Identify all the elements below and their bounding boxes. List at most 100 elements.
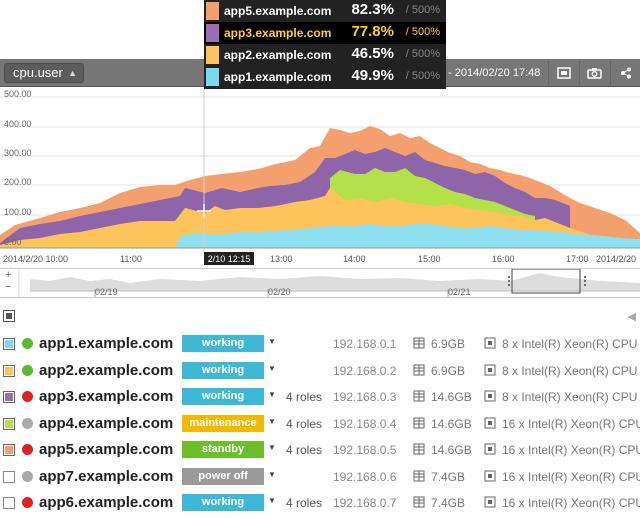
host-checkbox[interactable] [3,497,15,509]
status-badge[interactable]: working [182,361,264,379]
tooltip-value: 49.9% [351,67,394,84]
roles-count[interactable]: 4 roles [286,496,323,510]
status-dropdown-icon[interactable]: ▼ [268,443,276,452]
collapse-panel-icon[interactable]: ◀ [627,311,636,323]
svg-text:02/21: 02/21 [448,287,471,297]
ip-address: 192.168.0.2 [333,363,397,378]
tooltip-value: 82.3% [351,1,394,18]
status-dropdown-icon[interactable]: ▼ [268,496,276,505]
status-badge[interactable]: maintenance [182,414,264,432]
checkbox-swatch [6,474,12,480]
tooltip-max: / 500% [405,4,440,16]
memory-icon [413,470,425,481]
time-navigator[interactable]: 02/19 02/20 02/21 + − [0,268,640,298]
host-checkbox[interactable] [3,338,15,350]
checkbox-swatch [5,419,13,428]
host-name-link[interactable]: app1.example.com [39,335,174,352]
metric-select[interactable]: cpu.user ▲ [4,63,84,83]
host-checkbox[interactable] [3,444,15,456]
status-badge[interactable]: power off [182,467,264,485]
memory-size: 14.6GB [431,416,472,431]
status-badge[interactable]: standby [182,441,264,458]
memory-icon [413,364,425,375]
share-button[interactable] [610,59,640,87]
status-dot-icon [22,497,33,508]
tooltip-max: / 500% [405,48,440,60]
cpu-info: 16 x Intel(R) Xeon(R) CPU E5 [502,443,640,457]
roles-count[interactable]: 4 roles [286,390,323,404]
checkbox-swatch [5,393,13,401]
snapshot-button[interactable] [579,59,609,87]
ip-address: 192.168.0.1 [333,337,397,351]
host-row[interactable]: app4.example.com maintenance ▼ 4 roles 192.1… [0,411,640,437]
status-dot-icon [22,338,33,349]
host-name-link[interactable]: app6.example.com [39,494,174,511]
roles-count[interactable]: 4 roles [286,443,323,457]
checkbox-swatch [5,446,13,454]
updown-caret-icon: ▲ [68,68,77,78]
navigator-mini-chart: 02/19 02/20 02/21 [18,268,640,297]
crosshair-icon [197,204,211,218]
host-name-link[interactable]: app3.example.com [39,388,174,405]
host-name-link[interactable]: app5.example.com [39,441,174,458]
zoom-in-button[interactable]: + [5,269,12,281]
host-checkbox[interactable] [3,364,15,377]
y-tick-label: 500.00 [4,89,32,99]
roles-count[interactable]: 4 roles [286,416,323,431]
host-row[interactable]: app1.example.com working ▼ 192.168.0.1 6.9GB… [0,331,640,357]
memory-size: 6.9GB [431,363,466,378]
cpu-chip-icon [484,470,496,481]
cpu-stacked-area-chart[interactable]: 500.00 400.00 300.00 200.00 100.00 0.00 2014/… [0,88,640,268]
host-row[interactable]: app2.example.com working ▼ 192.168.0.2 6.9GB… [0,358,640,384]
cpu-chip-icon [484,443,496,455]
x-axis-labels: 2014/2/20 10:00 11:00 13:00 14:00 15:00 16:00… [3,254,636,264]
status-dot-icon [22,417,33,429]
status-badge[interactable]: working [182,335,264,352]
x-tick-label: 16:00 [492,254,515,264]
share-icon [620,67,631,79]
svg-text:02/20: 02/20 [268,287,291,297]
host-name-link[interactable]: app4.example.com [39,414,174,432]
tooltip-host: app1.example.com [224,70,332,84]
y-tick-label: 400.00 [4,119,32,129]
status-dropdown-icon[interactable]: ▼ [268,390,276,399]
host-checkbox[interactable] [3,417,15,430]
memory-size: 7.4GB [431,469,466,484]
fit-screen-icon [556,67,571,79]
status-dropdown-icon[interactable]: ▼ [268,337,276,346]
host-row[interactable]: app3.example.com working ▼ 4 roles 192.168.0… [0,384,640,410]
x-tick-label: 2014/2/20 [596,254,636,264]
cpu-info: 8 x Intel(R) Xeon(R) CPU E5 [502,363,640,378]
host-checkbox[interactable] [3,470,15,483]
ip-address: 192.168.0.5 [333,443,397,457]
cpu-chip-icon [484,417,496,428]
navigator-handle-right-icon [584,276,586,286]
x-tick-label: 15:00 [418,254,441,264]
select-all-checkbox[interactable] [3,310,15,322]
fit-button[interactable] [548,59,578,87]
tooltip-max: / 500% [405,26,440,38]
status-dropdown-icon[interactable]: ▼ [268,469,276,479]
status-dot-icon [22,470,33,482]
host-row[interactable]: app7.example.com power off ▼ 192.168.0.6 7.4… [0,464,640,490]
cpu-chip-icon [484,364,496,375]
x-tick-label: 11:00 [120,254,142,264]
host-row[interactable]: app5.example.com standby ▼ 4 roles 192.168.0… [0,437,640,463]
status-dropdown-icon[interactable]: ▼ [268,416,276,426]
status-badge[interactable]: working [182,388,264,405]
host-name-link[interactable]: app7.example.com [39,467,174,485]
tooltip-host: app3.example.com [224,26,332,40]
status-badge[interactable]: working [182,494,264,511]
y-tick-label: 200.00 [4,177,32,187]
y-axis-ticks: 500.00 400.00 300.00 200.00 100.00 0.00 [4,89,32,247]
status-dropdown-icon[interactable]: ▼ [268,363,276,373]
series-app1 [175,224,640,248]
memory-icon [413,337,425,349]
x-tick-label: 2014/2/20 10:00 [3,254,68,264]
zoom-out-button[interactable]: − [5,281,12,293]
series-swatch [206,68,219,86]
tooltip-host: app2.example.com [224,48,332,62]
host-name-link[interactable]: app2.example.com [39,361,174,379]
host-checkbox[interactable] [3,391,15,403]
host-row[interactable]: app6.example.com working ▼ 4 roles 192.168.0… [0,490,640,516]
